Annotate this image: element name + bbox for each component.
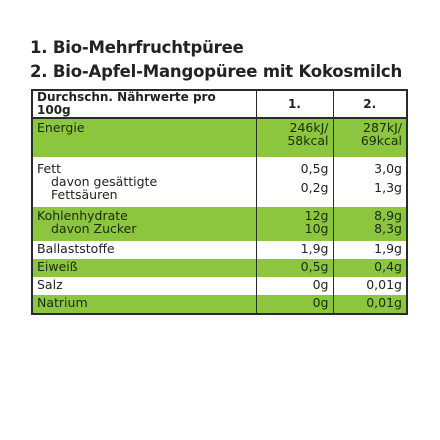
header-col-1: 1.: [255, 91, 333, 119]
header-col-2: 2.: [332, 91, 406, 119]
energie-col-2-kcal: 69kcal: [360, 133, 402, 148]
row-ballaststoffe: Ballaststoffe 1,9g 1,9g: [33, 241, 406, 259]
row-fett: Fett davon gesättigte Fettsäuren 0,5g 0,…: [33, 157, 406, 207]
fett-label: Fett: [37, 161, 61, 176]
kohlenhydrate-label-cell: Kohlenhydrate davon Zucker: [33, 207, 256, 241]
zucker-label: davon Zucker: [51, 221, 137, 236]
product-title-1: 1. Bio-Mehrfruchtpüree: [30, 38, 244, 57]
ballaststoffe-col-1: 1,9g: [255, 241, 333, 259]
energie-col-2-kj: 287kJ/: [363, 120, 402, 135]
salz-label: Salz: [33, 277, 256, 295]
fett-col-2: 3,0g 1,3g: [332, 157, 406, 207]
natrium-col-2: 0,01g: [332, 295, 406, 313]
energie-col-1-kj: 246kJ/: [289, 120, 329, 135]
natrium-col-1: 0g: [255, 295, 333, 313]
header-label: Durchschn. Nährwerte pro 100g: [33, 91, 256, 119]
energie-label: Energie: [33, 118, 256, 157]
energie-col-1: 246kJ/ 58kcal: [255, 118, 333, 157]
fett-sub-label-a: davon gesättigte: [51, 174, 158, 189]
zucker-col-1-value: 10g: [304, 221, 329, 236]
table-header-row: Durchschn. Nährwerte pro 100g 1. 2.: [33, 91, 406, 119]
nutrition-table: Durchschn. Nährwerte pro 100g 1. 2. Ener…: [31, 89, 408, 315]
product-titles: 1. Bio-Mehrfruchtpüree 2. Bio-Apfel-Mang…: [30, 36, 430, 84]
fett-col-2-sub-value: 1,3g: [374, 180, 402, 195]
kohlenhydrate-col-2-value: 8,9g: [374, 208, 402, 223]
kohlenhydrate-label: Kohlenhydrate: [37, 208, 128, 223]
fett-label-cell: Fett davon gesättigte Fettsäuren: [33, 157, 256, 207]
salz-col-2: 0,01g: [332, 277, 406, 295]
row-energie: Energie 246kJ/ 58kcal 287kJ/ 69kcal: [33, 118, 406, 157]
kohlenhydrate-col-1-value: 12g: [304, 208, 329, 223]
zucker-col-2-value: 8,3g: [374, 221, 402, 236]
eiweiss-label: Eiweiß: [33, 259, 256, 277]
energie-col-1-kcal: 58kcal: [287, 133, 329, 148]
row-natrium: Natrium 0g 0,01g: [33, 295, 406, 313]
fett-col-2-value: 3,0g: [374, 161, 402, 176]
row-eiweiss: Eiweiß 0,5g 0,4g: [33, 259, 406, 277]
ballaststoffe-label: Ballaststoffe: [33, 241, 256, 259]
row-salz: Salz 0g 0,01g: [33, 277, 406, 295]
natrium-label: Natrium: [33, 295, 256, 313]
eiweiss-col-2: 0,4g: [332, 259, 406, 277]
fett-col-1-sub-value: 0,2g: [300, 180, 329, 195]
salz-col-1: 0g: [255, 277, 333, 295]
kohlenhydrate-col-1: 12g 10g: [255, 207, 333, 241]
fett-sub-label-b: Fettsäuren: [51, 187, 118, 202]
kohlenhydrate-col-2: 8,9g 8,3g: [332, 207, 406, 241]
product-title-2: 2. Bio-Apfel-Mangopüree mit Kokosmilch: [30, 62, 403, 81]
energie-col-2: 287kJ/ 69kcal: [332, 118, 406, 157]
row-kohlenhydrate: Kohlenhydrate davon Zucker 12g 10g 8,9g …: [33, 207, 406, 241]
fett-col-1-value: 0,5g: [300, 161, 329, 176]
fett-col-1: 0,5g 0,2g: [255, 157, 333, 207]
ballaststoffe-col-2: 1,9g: [332, 241, 406, 259]
eiweiss-col-1: 0,5g: [255, 259, 333, 277]
